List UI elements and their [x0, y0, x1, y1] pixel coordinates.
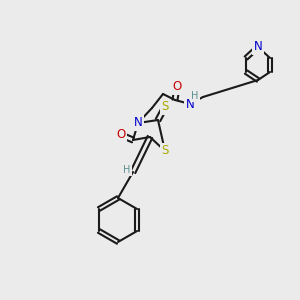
Text: N: N — [134, 116, 142, 130]
Text: H: H — [123, 165, 131, 175]
Text: N: N — [186, 98, 194, 110]
Text: O: O — [172, 80, 182, 94]
Text: S: S — [161, 100, 169, 113]
Text: H: H — [191, 91, 199, 101]
Text: S: S — [161, 145, 169, 158]
Text: O: O — [116, 128, 126, 142]
Text: N: N — [254, 40, 262, 53]
